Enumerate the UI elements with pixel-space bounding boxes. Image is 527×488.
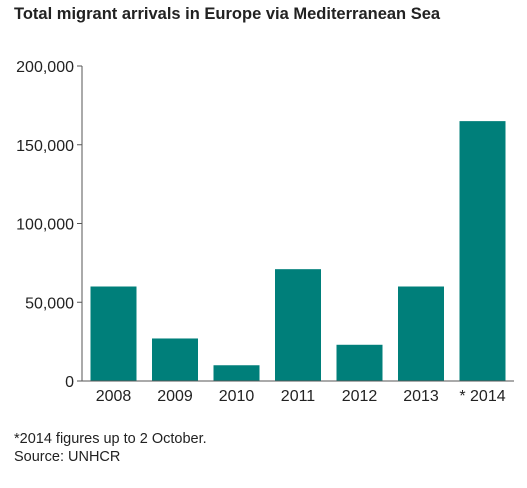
y-tick-label: 0 — [65, 374, 74, 391]
bars — [90, 121, 506, 381]
bar-2011 — [275, 269, 321, 381]
bar-2009 — [152, 338, 198, 381]
x-tick-label: * 2014 — [459, 388, 505, 405]
bar-chart: 0 50,000 100,000 150,000 200,000 2008 2009 201… — [16, 59, 514, 405]
y-tick-label: 200,000 — [16, 59, 74, 76]
x-tick-label: 2008 — [96, 388, 132, 405]
y-axis-ticks: 0 50,000 100,000 150,000 200,000 — [16, 59, 82, 391]
y-tick-label: 150,000 — [16, 138, 74, 155]
bar-2010 — [213, 365, 260, 381]
x-tick-label: 2012 — [342, 388, 378, 405]
x-axis-labels: 2008 2009 2010 2011 2012 2013 * 2014 — [96, 388, 506, 405]
x-tick-label: 2013 — [403, 388, 439, 405]
bar-2013 — [398, 286, 444, 381]
x-tick-label: 2010 — [219, 388, 255, 405]
bar-2014 — [459, 121, 506, 381]
x-tick-label: 2011 — [281, 388, 316, 405]
source-note: Source: UNHCR — [14, 449, 121, 465]
bar-2012 — [336, 344, 383, 381]
footnote: *2014 figures up to 2 October. — [14, 431, 207, 447]
y-tick-label: 100,000 — [16, 217, 74, 234]
y-tick-label: 50,000 — [25, 295, 74, 312]
chart-title: Total migrant arrivals in Europe via Med… — [14, 5, 441, 23]
x-tick-label: 2009 — [157, 388, 193, 405]
bar-2008 — [90, 286, 137, 381]
